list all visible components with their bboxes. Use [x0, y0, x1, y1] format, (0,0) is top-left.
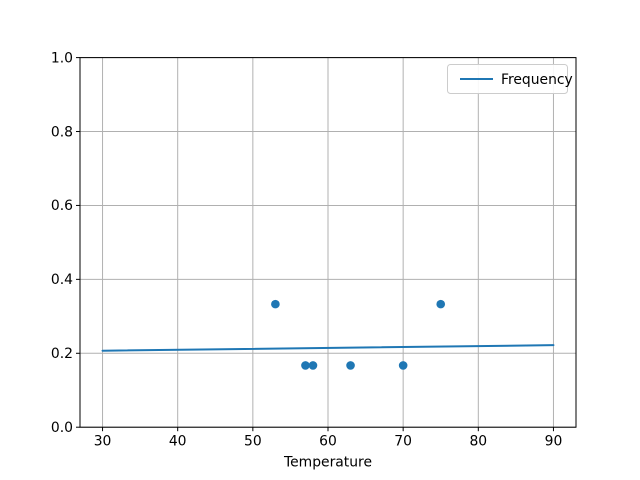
x-axis-label: Temperature: [283, 455, 372, 471]
x-tick-label: 80: [469, 434, 487, 450]
x-tick-label: 70: [394, 434, 412, 450]
x-tick-label: 90: [545, 434, 563, 450]
legend-box: [447, 64, 568, 94]
x-tick-label: 40: [169, 434, 187, 450]
y-tick-label: 1.0: [51, 50, 73, 66]
scatter-point: [308, 361, 318, 370]
x-tick-label: 60: [319, 434, 337, 450]
frequency-trend-line: [101, 344, 555, 352]
x-tick-label: 30: [94, 434, 112, 450]
y-tick-label: 0.6: [51, 198, 73, 214]
y-tick-label: 0.2: [51, 346, 73, 362]
y-tick-label: 0.0: [51, 420, 73, 436]
y-tick-label: 0.8: [51, 124, 73, 140]
legend-label: Frequency: [501, 72, 573, 88]
scatter-point: [346, 361, 355, 370]
scatter-point: [271, 299, 280, 309]
scatter-point: [301, 361, 310, 370]
x-tick-label: 50: [244, 434, 262, 450]
y-tick-label: 0.4: [51, 272, 73, 288]
scatter-point: [398, 361, 408, 370]
scatter-point: [436, 299, 446, 309]
